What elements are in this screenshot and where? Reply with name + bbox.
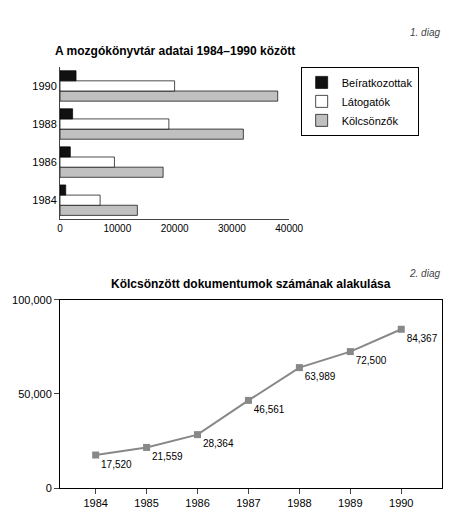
svg-text:30000: 30000 bbox=[218, 223, 246, 234]
svg-text:20000: 20000 bbox=[161, 223, 189, 234]
svg-text:0: 0 bbox=[57, 223, 63, 234]
svg-text:1987: 1987 bbox=[236, 497, 260, 509]
svg-text:1988: 1988 bbox=[287, 497, 311, 509]
svg-text:1990: 1990 bbox=[389, 497, 413, 509]
svg-text:1986: 1986 bbox=[32, 156, 56, 168]
svg-text:0: 0 bbox=[46, 482, 52, 494]
svg-text:1990: 1990 bbox=[32, 80, 56, 92]
svg-text:1986: 1986 bbox=[185, 497, 209, 509]
svg-text:1988: 1988 bbox=[32, 118, 56, 130]
svg-text:84,367: 84,367 bbox=[407, 333, 438, 344]
svg-text:1989: 1989 bbox=[338, 497, 362, 509]
svg-text:46,561: 46,561 bbox=[254, 404, 285, 415]
svg-text:1984: 1984 bbox=[32, 194, 56, 206]
svg-text:1985: 1985 bbox=[134, 497, 158, 509]
svg-text:50,000: 50,000 bbox=[18, 388, 52, 400]
svg-text:Kölcsönzők: Kölcsönzők bbox=[342, 115, 399, 127]
svg-text:1984: 1984 bbox=[83, 497, 107, 509]
svg-text:1. diag: 1. diag bbox=[410, 27, 440, 38]
svg-text:72,500: 72,500 bbox=[356, 355, 387, 366]
svg-text:A mozgókönyvtár adatai 1984–19: A mozgókönyvtár adatai 1984–1990 között bbox=[55, 44, 295, 58]
svg-text:Látogatók: Látogatók bbox=[342, 96, 391, 108]
svg-text:100,000: 100,000 bbox=[12, 294, 52, 306]
svg-text:21,559: 21,559 bbox=[152, 451, 183, 462]
svg-text:Beíratkozottak: Beíratkozottak bbox=[342, 77, 413, 89]
svg-text:40000: 40000 bbox=[275, 223, 303, 234]
svg-text:28,364: 28,364 bbox=[203, 439, 234, 450]
svg-text:Kölcsönzött dokumentumok számá: Kölcsönzött dokumentumok számának alakul… bbox=[111, 277, 391, 291]
svg-text:63,989: 63,989 bbox=[305, 371, 336, 382]
svg-text:17,520: 17,520 bbox=[101, 459, 132, 470]
svg-text:2. diag: 2. diag bbox=[409, 268, 440, 279]
svg-text:10000: 10000 bbox=[103, 223, 131, 234]
